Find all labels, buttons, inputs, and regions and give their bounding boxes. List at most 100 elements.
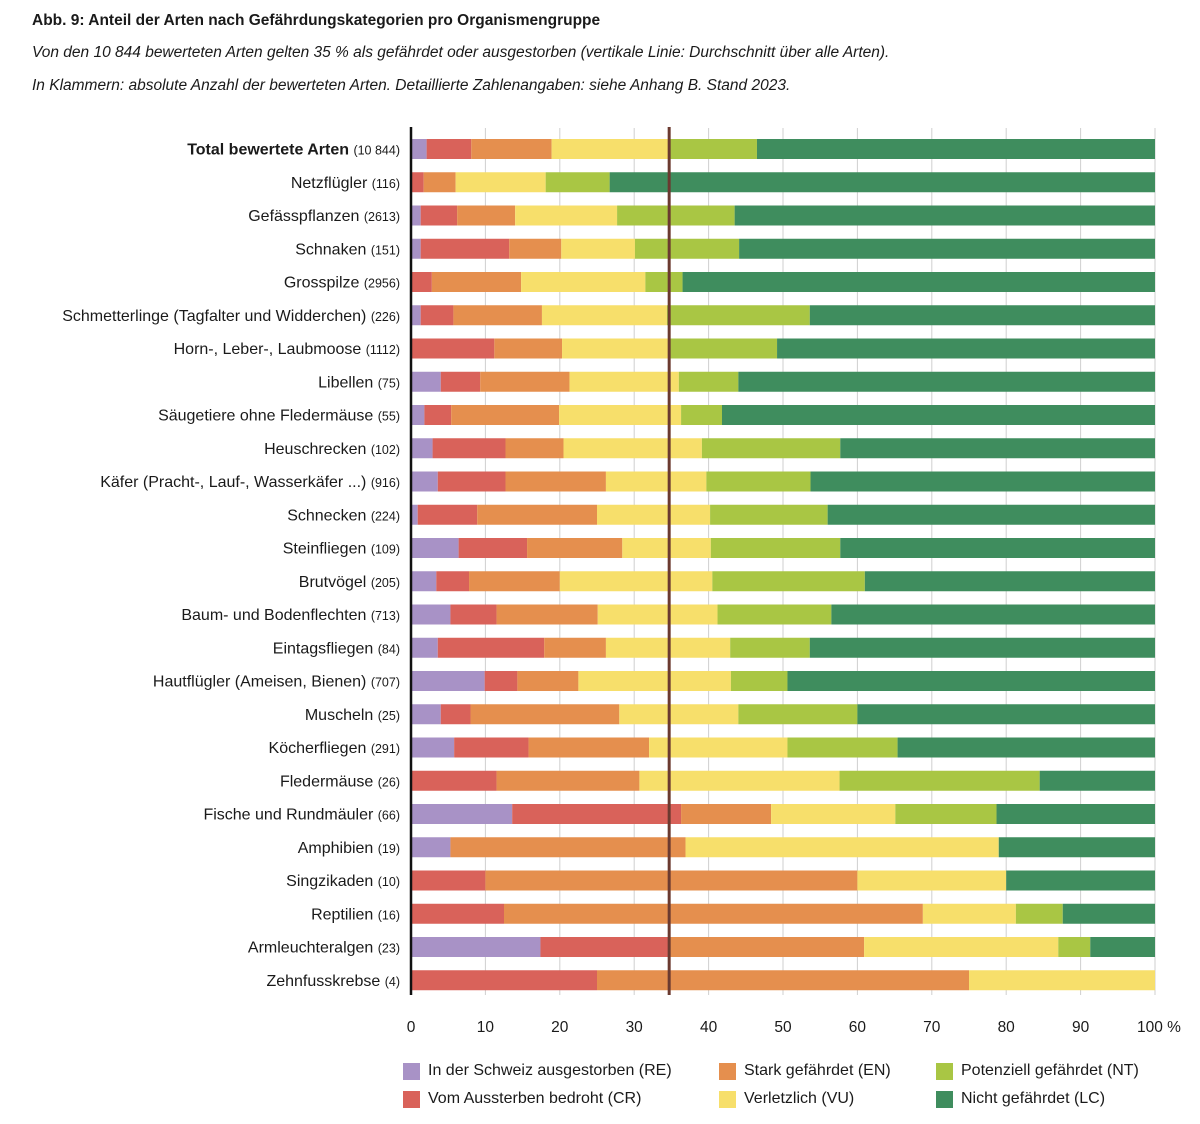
bar-segment-cr [420,238,510,259]
bar-segment-nt [717,604,832,625]
bar-segment-en [450,837,686,858]
bar-segment-nt [669,139,757,159]
bar-segment-nt [669,338,778,359]
bar-segment-lc [827,504,1155,525]
bar-segment-lc [1006,870,1155,891]
bar-segment-vu [541,305,667,326]
bar-segment-lc [996,804,1155,824]
bar-segment-lc [998,837,1155,858]
bar-segment-nt [712,571,865,592]
bar-segment-vu [597,504,711,525]
bar-segment-en [470,704,620,725]
legend-swatch [403,1062,420,1080]
bar-segment-cr [420,305,454,326]
bar-segment-en [469,571,560,592]
legend-swatch [719,1062,736,1080]
bar-segment-en [544,637,606,658]
bar-segment-en [504,903,923,924]
bar-segment-cr [411,970,597,991]
row-label: Total bewertete Arten (10 844) [187,142,400,159]
row-label: Brutvögel (205) [299,574,400,591]
bar-segment-cr [454,737,529,758]
bar-segment-cr [411,870,486,891]
row-labels: Total bewertete Arten (10 844) Netzflügle… [62,142,400,990]
bar-segment-en [457,205,516,226]
bar-segment-en [453,305,542,326]
bar-segment-vu [563,438,702,459]
x-tick-label: 50 [774,1019,792,1036]
bar-segment-en [528,737,650,758]
row-label: Schnecken (224) [287,507,400,524]
x-tick-label: 0 [407,1019,416,1036]
bar-segment-nt [634,238,740,259]
bar-segment-lc [721,405,1155,425]
row-label: Zehnfusskrebse (4) [266,973,400,990]
x-tick-label: 40 [700,1019,718,1036]
legend-label: Nicht gefährdet (LC) [961,1090,1106,1107]
bar-segment-cr [540,937,670,957]
bar-segment-re [411,139,427,159]
row-label: Säugetiere ohne Fledermäuse (55) [158,408,400,425]
bar-segment-vu [639,770,840,791]
bar-segment-en [517,671,579,691]
legend-swatch [719,1090,736,1108]
bar-segment-lc [840,538,1155,558]
bar-segment-vu [561,238,635,259]
row-label: Amphibien (19) [298,840,400,857]
bar-segment-vu [559,571,713,592]
bar-segment-nt [738,704,858,725]
bar-segment-en [485,870,858,891]
bar-segment-vu [515,205,618,226]
bar-segment-nt [545,172,610,193]
bar-segment-en [423,172,456,193]
bar-segment-vu [597,604,718,625]
legend-swatch [403,1090,420,1108]
bar-segment-re [411,305,421,326]
bar-segment-vu [771,804,896,824]
bar-segment-lc [810,471,1155,492]
bar-segment-en [471,139,552,159]
bar-segment-re [411,671,485,691]
bar-segment-cr [411,770,497,791]
x-tick-label: 60 [849,1019,867,1036]
figure-subtitle-2: In Klammern: absolute Anzahl der bewerte… [32,77,791,94]
bar-segment-cr [437,471,506,492]
row-label: Köcherfliegen (291) [269,740,400,757]
bar-segment-lc [857,704,1155,725]
bar-segment-lc [897,737,1155,758]
bar-segment-vu [551,139,670,159]
row-label: Baum- und Bodenflechten (713) [181,607,400,624]
bar-segment-en [496,770,640,791]
bar-segment-cr [420,205,458,226]
legend-item-cr: Vom Aussterben bedroht (CR) [403,1090,641,1108]
bars [411,139,1155,991]
legend-item-nt: Potenziell gefährdet (NT) [936,1062,1139,1080]
row-label: Käfer (Pracht-, Lauf-, Wasserkäfer ...) … [100,474,400,491]
bar-segment-vu [864,937,1059,957]
legend-item-en: Stark gefährdet (EN) [719,1062,891,1080]
bar-segment-nt [787,737,898,758]
bar-segment-nt [895,804,997,824]
bar-segment-vu [685,837,999,858]
row-label: Fledermäuse (26) [280,773,400,790]
x-axis-ticks: 0 10 20 30 40 50 60 70 80 90 100 % [407,1019,1182,1036]
bar-segment-lc [809,305,1155,326]
bar-segment-cr [484,671,518,691]
legend-item-lc: Nicht gefährdet (LC) [936,1090,1105,1108]
bar-segment-lc [1039,770,1155,791]
bar-segment-re [411,471,438,492]
bar-segment-re [411,238,421,259]
bar-segment-en [681,804,772,824]
bar-segment-re [411,405,425,425]
bar-segment-lc [777,338,1155,359]
bar-segment-cr [450,604,497,625]
bar-segment-nt [645,272,683,292]
bar-segment-nt [1015,903,1063,924]
bar-segment-en [509,238,562,259]
row-label: Reptilien (16) [311,906,400,923]
bar-segment-re [411,438,433,459]
bar-segment-re [411,737,455,758]
bar-segment-nt [1058,937,1091,957]
bar-segment-re [411,371,441,392]
bar-segment-cr [432,438,506,459]
